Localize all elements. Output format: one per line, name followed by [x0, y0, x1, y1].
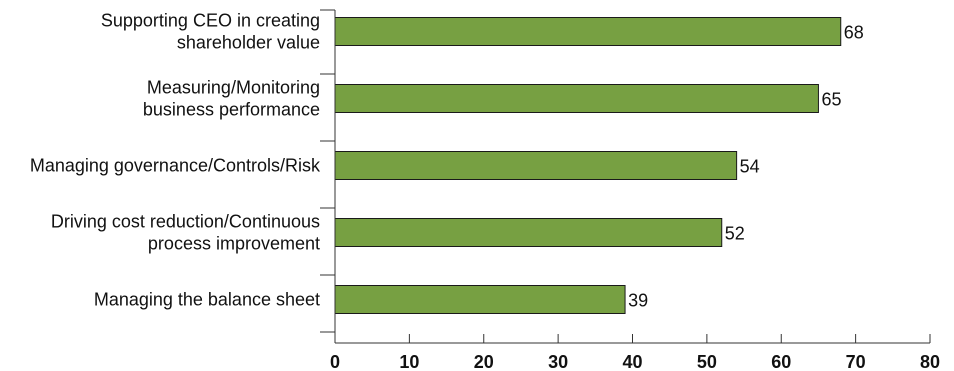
- x-tick-label: 80: [920, 352, 940, 371]
- category-label: process improvement: [148, 234, 320, 254]
- bar-value-label: 54: [740, 157, 760, 177]
- bar-value-label: 39: [628, 291, 648, 311]
- category-label: Managing the balance sheet: [94, 290, 320, 310]
- category-label: business performance: [143, 100, 320, 120]
- x-tick-label: 70: [846, 352, 866, 371]
- category-label: Measuring/Monitoring: [147, 78, 320, 98]
- category-label: Managing governance/Controls/Risk: [30, 156, 321, 176]
- bar-value-label: 52: [725, 224, 745, 244]
- value-labels: 68 65 54 52 39: [628, 23, 864, 311]
- x-tick-label: 30: [548, 352, 568, 371]
- x-tick-label: 60: [771, 352, 791, 371]
- x-tick-label: 40: [622, 352, 642, 371]
- bar-value-label: 68: [844, 23, 864, 43]
- x-tick-label: 50: [697, 352, 717, 371]
- category-label: Supporting CEO in creating: [101, 11, 320, 31]
- category-label: Driving cost reduction/Continuous: [51, 212, 320, 232]
- bar: [334, 84, 819, 113]
- x-tick-label: 10: [399, 352, 419, 371]
- axes: 0 10 20 30 40 50 60 70 80: [320, 9, 940, 371]
- bars-layer: [334, 17, 842, 314]
- x-tick-label: 20: [474, 352, 494, 371]
- bar: [334, 285, 626, 314]
- bar: [334, 151, 738, 180]
- bar: [334, 17, 842, 46]
- bar-value-label: 65: [821, 90, 841, 110]
- category-label: shareholder value: [177, 33, 320, 53]
- bar: [334, 218, 723, 247]
- x-tick-label: 0: [330, 352, 340, 371]
